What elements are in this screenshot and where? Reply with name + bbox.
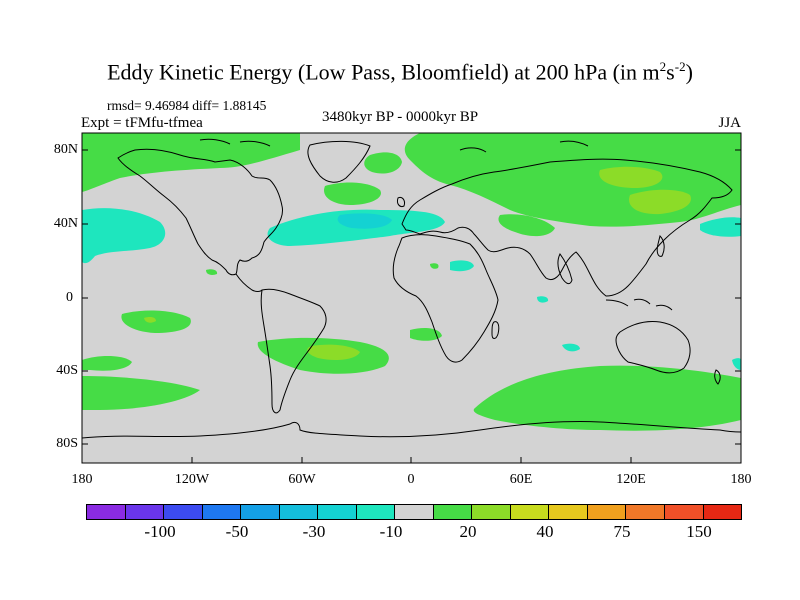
yellow-region-eastasia (629, 189, 691, 215)
lat-label-40s: 40S (56, 363, 78, 378)
colorbar-cell (318, 505, 357, 519)
blue-region-north-atlantic-core (337, 213, 392, 229)
green-region-small-east (430, 263, 439, 269)
lat-label-80s: 80S (56, 436, 78, 451)
lon-label-120e: 120E (616, 472, 646, 487)
cyan-region-north-pacific (82, 208, 166, 264)
colorbar-cell (241, 505, 280, 519)
chart-title: Eddy Kinetic Energy (Low Pass, Bloomfiel… (0, 60, 800, 83)
colorbar-cell (395, 505, 434, 519)
green-region-small-north (206, 269, 218, 275)
lon-label-120w: 120W (174, 472, 210, 487)
colorbar-label: 150 (686, 522, 712, 541)
cyan-region-east-pacific-tip (700, 217, 741, 237)
colorbar-cell (472, 505, 511, 519)
coast-australia (615, 321, 691, 374)
colorbar-cell (703, 505, 742, 519)
coast-british-isles (397, 197, 405, 207)
lat-label-0: 0 (66, 290, 73, 305)
colorbar-cell (125, 505, 165, 519)
period-label: 3480kyr BP - 0000kyr BP (321, 109, 479, 125)
green-region-greenland-patch (364, 152, 402, 174)
cyan-region-small-2 (537, 296, 549, 303)
coast-madagascar (491, 321, 500, 339)
colorbar-label: -50 (225, 522, 249, 541)
green-region-arctic-west (82, 133, 300, 192)
colorbar-cell (549, 505, 588, 519)
green-region-atlantic-north (324, 182, 381, 205)
lon-label-60w: 60W (288, 472, 316, 487)
coast-eurasia (401, 158, 733, 297)
title-superscript-1: 2 (659, 59, 667, 74)
lat-label-40n: 40N (53, 216, 78, 231)
colorbar-label: 40 (536, 522, 554, 541)
colorbar-cell (626, 505, 665, 519)
coast-indonesia (605, 298, 673, 311)
green-region-south-pacific-east (82, 376, 200, 410)
colorbar-cell (510, 505, 550, 519)
colorbar-cell (164, 505, 203, 519)
colorbar-cell (279, 505, 319, 519)
coast-japan (656, 235, 665, 257)
coast-central-america (235, 273, 263, 292)
lat-label-80n: 80N (53, 142, 78, 157)
colorbar-cell (433, 505, 473, 519)
green-region-south-indian (473, 365, 741, 431)
colorbar-label: -30 (302, 522, 326, 541)
title-mid: s (666, 59, 675, 85)
colorbar-label: -10 (379, 522, 403, 541)
axis-ticks (81, 149, 742, 463)
coast-south-america (260, 288, 327, 414)
green-region-north-asia-arm (498, 214, 555, 237)
colorbar (86, 504, 742, 520)
colorbar-cell (202, 505, 242, 519)
title-superscript-2: -2 (674, 59, 686, 74)
coast-north-america (117, 148, 283, 276)
season-label: JJA (718, 115, 741, 131)
cyan-region-pacific-east (82, 232, 112, 250)
green-region-south-pacific-west (121, 310, 191, 333)
yellow-region-south-atlantic (307, 344, 360, 360)
cyan-region-south-indian (562, 343, 580, 352)
title-main: Eddy Kinetic Energy (Low Pass, Bloomfiel… (107, 59, 660, 85)
coast-arctic-islands (199, 138, 589, 153)
coast-new-zealand (714, 369, 721, 385)
stats-text: rmsd= 9.46984 diff= 1.88145 (107, 98, 267, 113)
colorbar-cell (87, 505, 126, 519)
colorbar-cell (587, 505, 627, 519)
green-region-south-pacific-mid (82, 356, 132, 371)
colorbar-cell (356, 505, 396, 519)
green-region-south-mid-indian (410, 328, 442, 341)
coast-antarctica (82, 420, 741, 439)
yellow-region-siberia (599, 166, 663, 188)
lon-label-180w: 180 (71, 472, 93, 487)
title-end: ) (685, 59, 693, 85)
lon-label-60e: 60E (509, 472, 533, 487)
cyan-region-small-1 (450, 260, 474, 272)
lon-label-0: 0 (407, 472, 415, 487)
cyan-region-south-pacific-tip (732, 358, 741, 370)
coast-africa (392, 234, 499, 363)
colorbar-label: 75 (613, 522, 631, 541)
colorbar-cell (664, 505, 704, 519)
experiment-label: Expt = tFMfu-tfmea (81, 115, 203, 131)
colorbar-label: 20 (459, 522, 477, 541)
coast-greenland (307, 140, 371, 183)
coast-india (557, 253, 573, 285)
coastlines (82, 138, 741, 439)
anomaly-fields (82, 133, 741, 431)
lon-label-180e: 180 (730, 472, 752, 487)
yellow-region-small-pacific (144, 317, 156, 323)
colorbar-label: -100 (144, 522, 176, 541)
